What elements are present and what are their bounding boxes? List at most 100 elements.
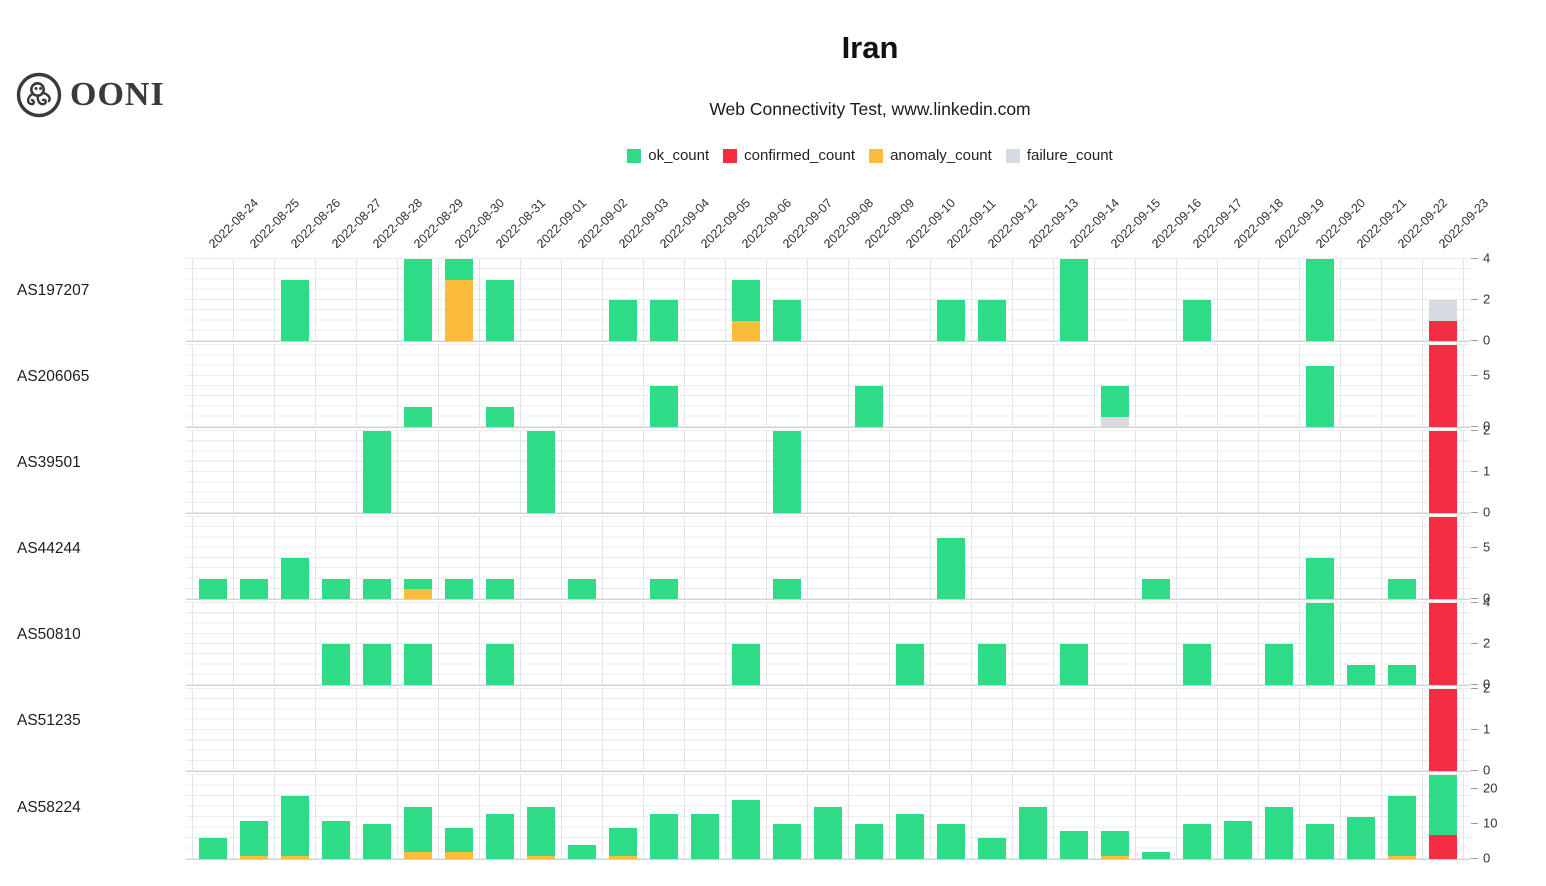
- bar-AS50810-2022-09-06[interactable]: [732, 644, 760, 685]
- bar-AS58224-2022-09-23[interactable]: [1429, 775, 1457, 859]
- bar-AS206065-2022-09-23[interactable]: [1429, 345, 1457, 427]
- bar-AS197207-2022-09-07[interactable]: [773, 300, 801, 341]
- bar-AS39501-2022-08-28[interactable]: [363, 431, 391, 513]
- bar-AS44244-2022-08-29[interactable]: [404, 578, 432, 599]
- bar-AS206065-2022-08-29[interactable]: [404, 406, 432, 427]
- bar-AS51235-2022-09-23[interactable]: [1429, 689, 1457, 771]
- bar-AS50810-2022-08-31[interactable]: [486, 644, 514, 685]
- bar-AS50810-2022-09-21[interactable]: [1347, 664, 1375, 685]
- y-axis-tick: [1471, 770, 1478, 771]
- bar-AS58224-2022-09-14[interactable]: [1060, 831, 1088, 859]
- bar-AS58224-2022-09-09[interactable]: [855, 824, 883, 859]
- bar-AS197207-2022-09-04[interactable]: [650, 300, 678, 341]
- bar-AS197207-2022-09-03[interactable]: [609, 300, 637, 341]
- bar-AS58224-2022-08-31[interactable]: [486, 813, 514, 859]
- bar-AS197207-2022-08-26[interactable]: [281, 279, 309, 341]
- bar-AS44244-2022-09-11[interactable]: [937, 537, 965, 599]
- bar-AS44244-2022-08-28[interactable]: [363, 578, 391, 599]
- bar-AS58224-2022-09-04[interactable]: [650, 813, 678, 859]
- bar-AS197207-2022-09-23[interactable]: [1429, 300, 1457, 341]
- bar-AS58224-2022-09-17[interactable]: [1183, 824, 1211, 859]
- bar-AS50810-2022-08-29[interactable]: [404, 644, 432, 685]
- bar-AS44244-2022-09-23[interactable]: [1429, 517, 1457, 599]
- bar-AS58224-2022-09-03[interactable]: [609, 827, 637, 859]
- bar-AS44244-2022-08-24[interactable]: [199, 578, 227, 599]
- bar-AS197207-2022-09-14[interactable]: [1060, 259, 1088, 341]
- bar-AS44244-2022-08-26[interactable]: [281, 558, 309, 599]
- y-axis-tick: [1471, 471, 1478, 472]
- bar-AS50810-2022-08-27[interactable]: [322, 644, 350, 685]
- bar-AS58224-2022-09-20[interactable]: [1306, 824, 1334, 859]
- bar-segment-ok: [1306, 824, 1334, 859]
- bar-AS50810-2022-09-20[interactable]: [1306, 603, 1334, 685]
- bar-AS206065-2022-09-04[interactable]: [650, 386, 678, 427]
- bar-AS50810-2022-08-28[interactable]: [363, 644, 391, 685]
- bar-AS58224-2022-09-12[interactable]: [978, 838, 1006, 859]
- bar-AS58224-2022-09-22[interactable]: [1388, 796, 1416, 859]
- bar-AS44244-2022-09-02[interactable]: [568, 578, 596, 599]
- bar-AS50810-2022-09-19[interactable]: [1265, 644, 1293, 685]
- bar-AS58224-2022-08-26[interactable]: [281, 796, 309, 859]
- bar-AS58224-2022-09-05[interactable]: [691, 813, 719, 859]
- bar-AS39501-2022-09-01[interactable]: [527, 431, 555, 513]
- bar-AS197207-2022-09-20[interactable]: [1306, 259, 1334, 341]
- bar-AS44244-2022-09-04[interactable]: [650, 578, 678, 599]
- bar-AS58224-2022-08-29[interactable]: [404, 806, 432, 859]
- bar-AS197207-2022-09-12[interactable]: [978, 300, 1006, 341]
- bar-AS44244-2022-08-31[interactable]: [486, 578, 514, 599]
- bar-AS58224-2022-09-13[interactable]: [1019, 806, 1047, 859]
- bar-AS58224-2022-09-01[interactable]: [527, 806, 555, 859]
- bar-AS206065-2022-09-09[interactable]: [855, 386, 883, 427]
- bar-AS197207-2022-09-06[interactable]: [732, 279, 760, 341]
- row-label-AS50810: AS50810: [17, 625, 81, 643]
- bar-AS206065-2022-09-20[interactable]: [1306, 365, 1334, 427]
- bar-AS58224-2022-09-02[interactable]: [568, 845, 596, 859]
- bar-AS58224-2022-09-08[interactable]: [814, 806, 842, 859]
- bar-AS58224-2022-09-18[interactable]: [1224, 820, 1252, 859]
- bar-AS58224-2022-09-21[interactable]: [1347, 817, 1375, 859]
- bar-AS39501-2022-09-07[interactable]: [773, 431, 801, 513]
- bar-segment-ok: [363, 644, 391, 685]
- bar-AS50810-2022-09-12[interactable]: [978, 644, 1006, 685]
- bar-AS44244-2022-08-30[interactable]: [445, 578, 473, 599]
- bar-AS50810-2022-09-14[interactable]: [1060, 644, 1088, 685]
- bar-AS44244-2022-09-22[interactable]: [1388, 578, 1416, 599]
- bar-AS206065-2022-09-15[interactable]: [1101, 386, 1129, 427]
- bar-AS44244-2022-09-20[interactable]: [1306, 558, 1334, 599]
- bar-segment-ok: [1388, 578, 1416, 599]
- bar-AS197207-2022-09-11[interactable]: [937, 300, 965, 341]
- bar-segment-ok: [486, 279, 514, 341]
- bar-AS58224-2022-09-19[interactable]: [1265, 806, 1293, 859]
- bar-AS50810-2022-09-17[interactable]: [1183, 644, 1211, 685]
- bar-AS197207-2022-08-30[interactable]: [445, 259, 473, 341]
- bar-segment-failure: [1429, 300, 1457, 321]
- bar-AS44244-2022-09-07[interactable]: [773, 578, 801, 599]
- bar-AS39501-2022-09-23[interactable]: [1429, 431, 1457, 513]
- y-axis-tick: [1471, 258, 1478, 259]
- bar-AS58224-2022-08-25[interactable]: [240, 820, 268, 859]
- bar-AS58224-2022-09-15[interactable]: [1101, 831, 1129, 859]
- bar-AS58224-2022-08-30[interactable]: [445, 827, 473, 859]
- bar-AS44244-2022-08-25[interactable]: [240, 578, 268, 599]
- bar-AS44244-2022-09-16[interactable]: [1142, 578, 1170, 599]
- bar-AS197207-2022-08-29[interactable]: [404, 259, 432, 341]
- bar-AS58224-2022-08-27[interactable]: [322, 820, 350, 859]
- bar-segment-ok: [1388, 664, 1416, 685]
- bar-AS58224-2022-09-10[interactable]: [896, 813, 924, 859]
- bar-AS58224-2022-08-28[interactable]: [363, 824, 391, 859]
- bar-segment-ok: [1306, 603, 1334, 685]
- bar-AS197207-2022-09-17[interactable]: [1183, 300, 1211, 341]
- bar-AS44244-2022-08-27[interactable]: [322, 578, 350, 599]
- bar-AS206065-2022-08-31[interactable]: [486, 406, 514, 427]
- x-axis-tick: [1156, 240, 1157, 248]
- bar-AS58224-2022-09-07[interactable]: [773, 824, 801, 859]
- bar-segment-ok: [814, 806, 842, 859]
- bar-AS58224-2022-08-24[interactable]: [199, 838, 227, 859]
- bar-AS58224-2022-09-11[interactable]: [937, 824, 965, 859]
- bar-AS50810-2022-09-22[interactable]: [1388, 664, 1416, 685]
- bar-AS50810-2022-09-10[interactable]: [896, 644, 924, 685]
- bar-AS197207-2022-08-31[interactable]: [486, 279, 514, 341]
- bar-AS50810-2022-09-23[interactable]: [1429, 603, 1457, 685]
- bar-AS58224-2022-09-06[interactable]: [732, 799, 760, 859]
- bar-AS58224-2022-09-16[interactable]: [1142, 852, 1170, 859]
